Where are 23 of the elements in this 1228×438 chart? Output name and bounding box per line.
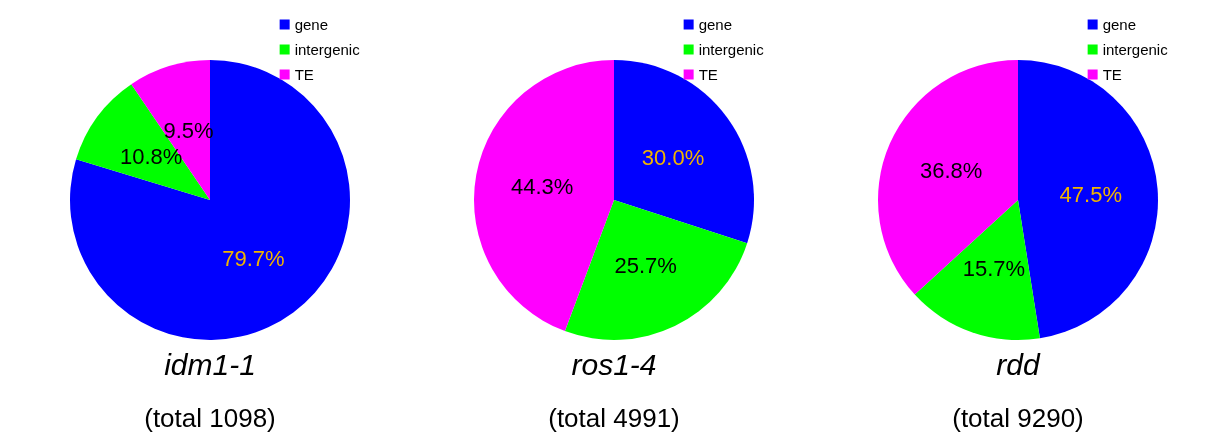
data-label: 47.5% xyxy=(1059,181,1122,207)
legend-label: TE xyxy=(294,66,314,83)
data-label: 10.8% xyxy=(120,144,183,170)
data-label: 79.7% xyxy=(222,246,285,272)
text: idm1-1 xyxy=(164,347,256,381)
legend-label: TE xyxy=(1102,66,1122,83)
legend-label: intergenic xyxy=(698,41,765,58)
text: (total 9290) xyxy=(952,403,1084,433)
legend-label: intergenic xyxy=(294,41,361,58)
data-label: 25.7% xyxy=(614,253,677,279)
data-label: 44.3% xyxy=(510,174,574,200)
text: (total 1098) xyxy=(144,403,276,433)
legend-label: gene xyxy=(698,16,733,33)
legend-label: intergenic xyxy=(1102,41,1169,58)
data-label: 30.0% xyxy=(641,144,705,170)
legend-label: TE xyxy=(698,66,718,83)
text: ros1-4 xyxy=(571,347,657,381)
legend-label: gene xyxy=(1102,16,1137,33)
legend-label: gene xyxy=(294,16,329,33)
text: (total 4991) xyxy=(548,403,680,433)
text: rdd xyxy=(996,347,1041,381)
data-label: 15.7% xyxy=(962,256,1026,282)
data-label: 36.8% xyxy=(919,158,983,184)
